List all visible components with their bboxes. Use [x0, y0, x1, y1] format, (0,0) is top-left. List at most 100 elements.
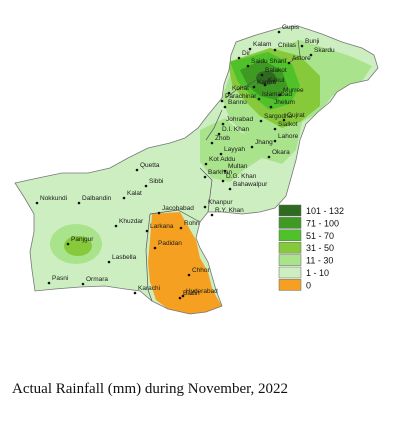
city-label: Sialkot: [278, 121, 298, 128]
city-label: Kohat: [232, 85, 249, 92]
city-label: Murree: [283, 87, 304, 94]
city-label: Johrabad: [226, 116, 253, 123]
city-label: Skardu: [314, 47, 335, 54]
city-marker: [66, 242, 70, 246]
city-label: Jhang: [255, 139, 273, 146]
city-marker: [187, 273, 191, 277]
legend-swatch: [278, 279, 302, 291]
city-label: Chilas: [278, 42, 297, 49]
city-marker: [210, 213, 214, 217]
city-label: Zhob: [215, 135, 230, 142]
city-label: Larkana: [150, 223, 174, 230]
city-marker: [248, 47, 252, 51]
city-marker: [287, 61, 291, 65]
city-marker: [273, 139, 277, 143]
city-label: Gujrat: [287, 112, 305, 119]
legend-label: 51 - 70: [306, 231, 334, 241]
city-label: Panjgur: [71, 236, 94, 243]
city-marker: [107, 260, 111, 264]
legend-swatch: [278, 254, 302, 266]
legend-label: 31 - 50: [306, 243, 334, 253]
city-marker: [135, 168, 139, 172]
city-label: Kakul: [268, 77, 285, 84]
city-marker: [250, 145, 254, 149]
city-marker: [122, 196, 126, 200]
city-label: D.G. Khan: [226, 173, 257, 180]
city-label: Lahore: [278, 133, 299, 140]
city-marker: [35, 201, 39, 205]
city-label: Layyah: [224, 146, 245, 153]
city-label: Hyderabad: [186, 288, 218, 295]
city-marker: [263, 83, 267, 87]
city-marker: [246, 64, 250, 68]
city-marker: [220, 99, 224, 103]
city-marker: [277, 30, 281, 34]
city-label: Kalam: [253, 41, 271, 48]
city-label: Barkhan: [208, 169, 233, 176]
city-label: Karachi: [138, 285, 160, 292]
city-label: Padidan: [158, 240, 182, 247]
city-label: Jhelum: [274, 99, 295, 106]
city-marker: [47, 281, 51, 285]
city-marker: [153, 246, 157, 250]
city-label: Dir: [242, 50, 251, 57]
city-label: Parachinar: [225, 93, 257, 100]
legend-swatch: [278, 204, 302, 217]
city-label: Astore: [292, 55, 311, 62]
city-label: Dalbandin: [82, 195, 112, 202]
city-label: Saidu Sharif: [251, 58, 287, 65]
city-marker: [204, 162, 208, 166]
city-marker: [178, 296, 182, 300]
city-marker: [210, 141, 214, 145]
city-label: Quetta: [140, 162, 160, 169]
legend-label: 0: [306, 280, 311, 290]
city-marker: [217, 132, 221, 136]
city-marker: [227, 91, 231, 95]
city-marker: [309, 53, 313, 57]
city-marker: [157, 211, 161, 215]
legend-swatch: [278, 241, 302, 254]
legend-label: 11 - 30: [306, 256, 333, 266]
city-marker: [81, 282, 85, 286]
city-label: Okara: [272, 149, 290, 156]
city-label: Bannu: [228, 99, 247, 106]
city-label: Rohri: [184, 220, 200, 227]
city-marker: [181, 294, 185, 298]
city-marker: [223, 105, 227, 109]
city-marker: [278, 93, 282, 97]
city-marker: [260, 73, 264, 77]
city-label: Islamabad: [262, 91, 292, 98]
city-marker: [203, 175, 207, 179]
city-label: Balakot: [265, 67, 287, 74]
legend-label: 101 - 132: [306, 206, 344, 216]
city-label: Pasni: [52, 275, 68, 282]
legend-label: 1 - 10: [306, 268, 329, 278]
pakistan-country-shape: [14, 25, 379, 315]
city-label: Chhor: [192, 267, 211, 274]
legend-label: 71 - 100: [306, 218, 339, 228]
city-label: D.I. Khan: [222, 126, 249, 133]
city-marker: [133, 291, 137, 295]
city-marker: [237, 56, 241, 60]
city-marker: [300, 44, 304, 48]
city-label: Bunji: [305, 38, 319, 45]
rainfall-zone-0: [148, 212, 222, 314]
city-label: Khuzdar: [119, 218, 144, 225]
city-label: Khanpur: [208, 199, 233, 206]
city-label: Sibbi: [149, 178, 163, 185]
city-label: R.Y. Khan: [215, 207, 244, 214]
city-marker: [259, 119, 263, 123]
city-marker: [257, 97, 261, 101]
city-label: Gupis: [282, 24, 300, 31]
city-label: Lasbella: [112, 254, 137, 261]
city-marker: [269, 105, 273, 109]
map-caption: Actual Rainfall (mm) during November, 20…: [12, 381, 288, 397]
legend-swatch: [278, 229, 302, 242]
city-marker: [203, 205, 207, 209]
rainfall-zone-31-50-panjgur: [64, 236, 92, 256]
city-label: Multan: [228, 163, 248, 170]
city-marker: [145, 229, 149, 233]
city-marker: [282, 118, 286, 122]
